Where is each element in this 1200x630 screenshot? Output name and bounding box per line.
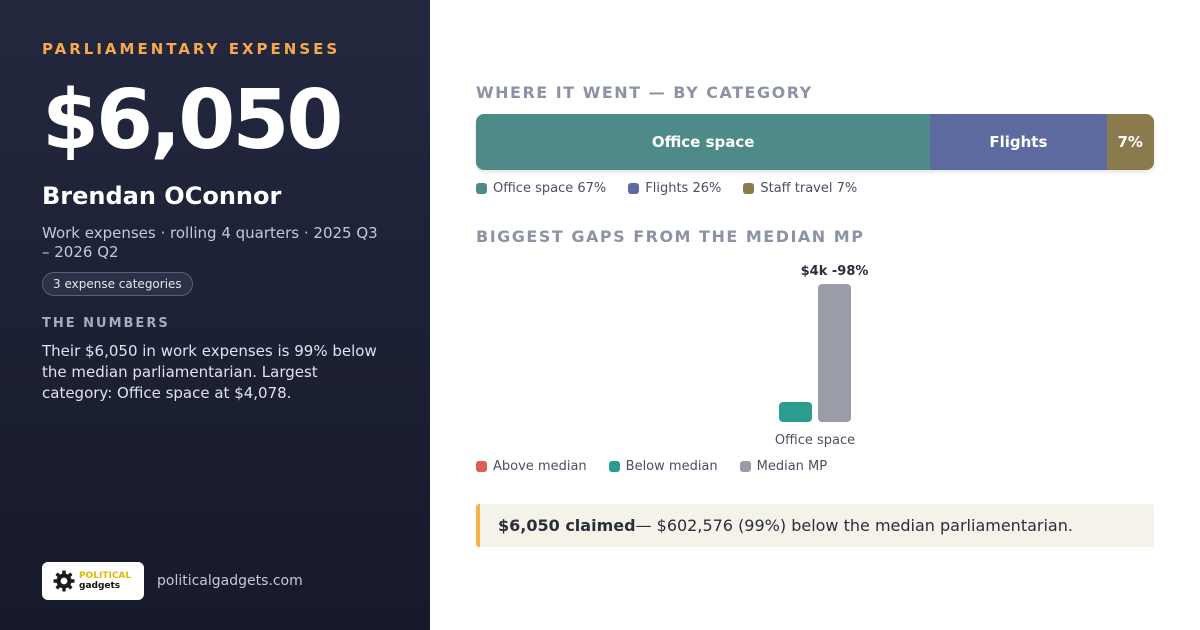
- legend-swatch: [476, 461, 487, 472]
- category-segment-flights[interactable]: Flights: [930, 114, 1107, 170]
- segment-label: 7%: [1117, 133, 1143, 151]
- category-stacked-bar: Office space Flights 7%: [476, 114, 1154, 170]
- total-amount: $6,050: [42, 73, 343, 168]
- logo-text-bottom: gadgets: [79, 581, 121, 591]
- legend-item: Above median: [476, 459, 587, 474]
- summary-callout: $6,050 claimed — $602,576 (99%) below th…: [476, 504, 1154, 547]
- mp-name: Brendan OConnor: [42, 182, 282, 210]
- callout-text: — $602,576 (99%) below the median parlia…: [635, 516, 1073, 535]
- category-count-badge: 3 expense categories: [42, 272, 193, 296]
- footer: POLITICAL gadgets politicalgadgets.com: [42, 562, 303, 600]
- legend-item: Staff travel 7%: [743, 181, 857, 196]
- bar-below-median[interactable]: [779, 402, 812, 422]
- category-section-title: WHERE IT WENT — BY CATEGORY: [476, 83, 813, 102]
- kicker: PARLIAMENTARY EXPENSES: [42, 40, 341, 58]
- segment-label: Flights: [989, 133, 1048, 151]
- gaps-section-title: BIGGEST GAPS FROM THE MEDIAN MP: [476, 227, 865, 246]
- legend-swatch: [476, 183, 487, 194]
- site-link[interactable]: politicalgadgets.com: [157, 573, 303, 589]
- legend-label: Above median: [493, 459, 587, 474]
- legend-label: Below median: [625, 459, 718, 474]
- numbers-heading: THE NUMBERS: [42, 316, 170, 331]
- legend-label: Office space 67%: [493, 181, 607, 196]
- category-legend: Office space 67% Flights 26% Staff travel …: [476, 181, 879, 196]
- legend-swatch: [739, 461, 751, 472]
- bar-median-mp[interactable]: [818, 284, 851, 422]
- legend-label: Staff travel 7%: [760, 181, 858, 196]
- legend-item: Flights 26%: [628, 181, 721, 196]
- category-tick-label: Office space: [775, 433, 855, 448]
- brand-logo[interactable]: POLITICAL gadgets: [42, 562, 144, 600]
- gear-icon: [53, 570, 75, 592]
- logo-text: POLITICAL gadgets: [79, 571, 131, 591]
- category-segment-staff-travel[interactable]: 7%: [1106, 114, 1154, 170]
- category-segment-office-space[interactable]: Office space: [476, 114, 931, 170]
- legend-swatch: [608, 461, 620, 472]
- gaps-bar-chart: $4k -98% Office space: [775, 264, 869, 448]
- bar-data-label: $4k -98%: [801, 264, 869, 279]
- logo-text-top: POLITICAL: [79, 571, 132, 581]
- callout-bold: $6,050 claimed: [498, 516, 636, 535]
- segment-label: Office space: [651, 133, 755, 151]
- chart-panel: WHERE IT WENT — BY CATEGORY Office space…: [476, 0, 1154, 630]
- legend-item: Office space 67%: [476, 181, 606, 196]
- legend-swatch: [743, 183, 755, 194]
- numbers-body: Their $6,050 in work expenses is 99% bel…: [42, 342, 377, 402]
- summary-panel: PARLIAMENTARY EXPENSES $6,050 Brendan OC…: [0, 0, 430, 630]
- legend-label: Median MP: [756, 459, 828, 474]
- subtitle: Work expenses · rolling 4 quarters · 202…: [42, 224, 378, 261]
- legend-label: Flights 26%: [645, 181, 722, 196]
- gaps-legend: Above median Below median Median MP: [476, 459, 849, 474]
- legend-item: Below median: [608, 459, 718, 474]
- legend-swatch: [628, 183, 640, 194]
- legend-item: Median MP: [739, 459, 828, 474]
